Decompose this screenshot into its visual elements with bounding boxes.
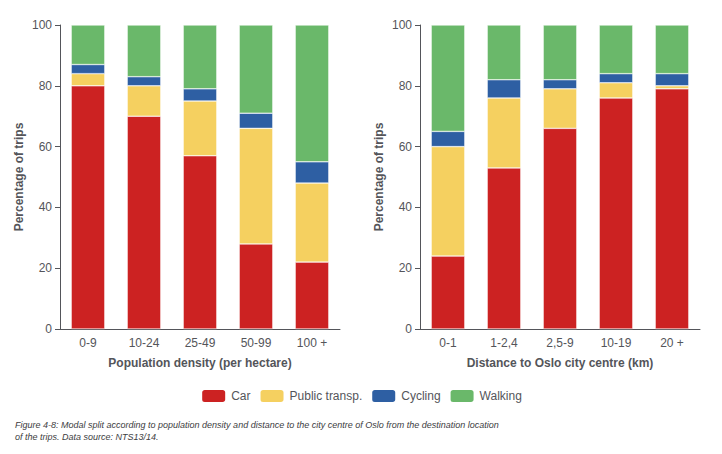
svg-text:10-19: 10-19 — [601, 336, 632, 350]
svg-text:10-24: 10-24 — [129, 336, 160, 350]
svg-text:20: 20 — [39, 261, 53, 275]
svg-text:100: 100 — [32, 18, 52, 32]
svg-text:Walking: Walking — [480, 389, 522, 403]
svg-text:25-49: 25-49 — [185, 336, 216, 350]
svg-text:1-2,4: 1-2,4 — [490, 336, 518, 350]
svg-text:0-1: 0-1 — [439, 336, 457, 350]
svg-text:20: 20 — [399, 261, 413, 275]
svg-text:60: 60 — [39, 140, 53, 154]
svg-text:80: 80 — [399, 79, 413, 93]
svg-text:80: 80 — [39, 79, 53, 93]
svg-text:Distance to Oslo city centre (: Distance to Oslo city centre (km) — [467, 356, 654, 370]
svg-text:Population density (per hectar: Population density (per hectare) — [108, 356, 291, 370]
svg-text:0: 0 — [45, 322, 52, 336]
svg-text:0-9: 0-9 — [79, 336, 97, 350]
svg-text:of the trips. Data source: NTS: of the trips. Data source: NTS13/14. — [15, 432, 159, 442]
svg-text:Cycling: Cycling — [401, 389, 440, 403]
svg-text:40: 40 — [399, 200, 413, 214]
svg-text:Percentage of trips: Percentage of trips — [12, 122, 26, 231]
svg-text:20 +: 20 + — [660, 336, 684, 350]
svg-text:Public transp.: Public transp. — [290, 389, 363, 403]
svg-text:Figure 4-8: Modal split accord: Figure 4-8: Modal split according to pop… — [15, 420, 499, 430]
svg-text:60: 60 — [399, 140, 413, 154]
svg-text:Car: Car — [231, 389, 250, 403]
svg-text:2,5-9: 2,5-9 — [546, 336, 574, 350]
svg-text:40: 40 — [39, 200, 53, 214]
svg-text:0: 0 — [405, 322, 412, 336]
svg-text:100 +: 100 + — [297, 336, 327, 350]
svg-text:100: 100 — [392, 18, 412, 32]
svg-text:Percentage of trips: Percentage of trips — [372, 122, 386, 231]
svg-text:50-99: 50-99 — [241, 336, 272, 350]
